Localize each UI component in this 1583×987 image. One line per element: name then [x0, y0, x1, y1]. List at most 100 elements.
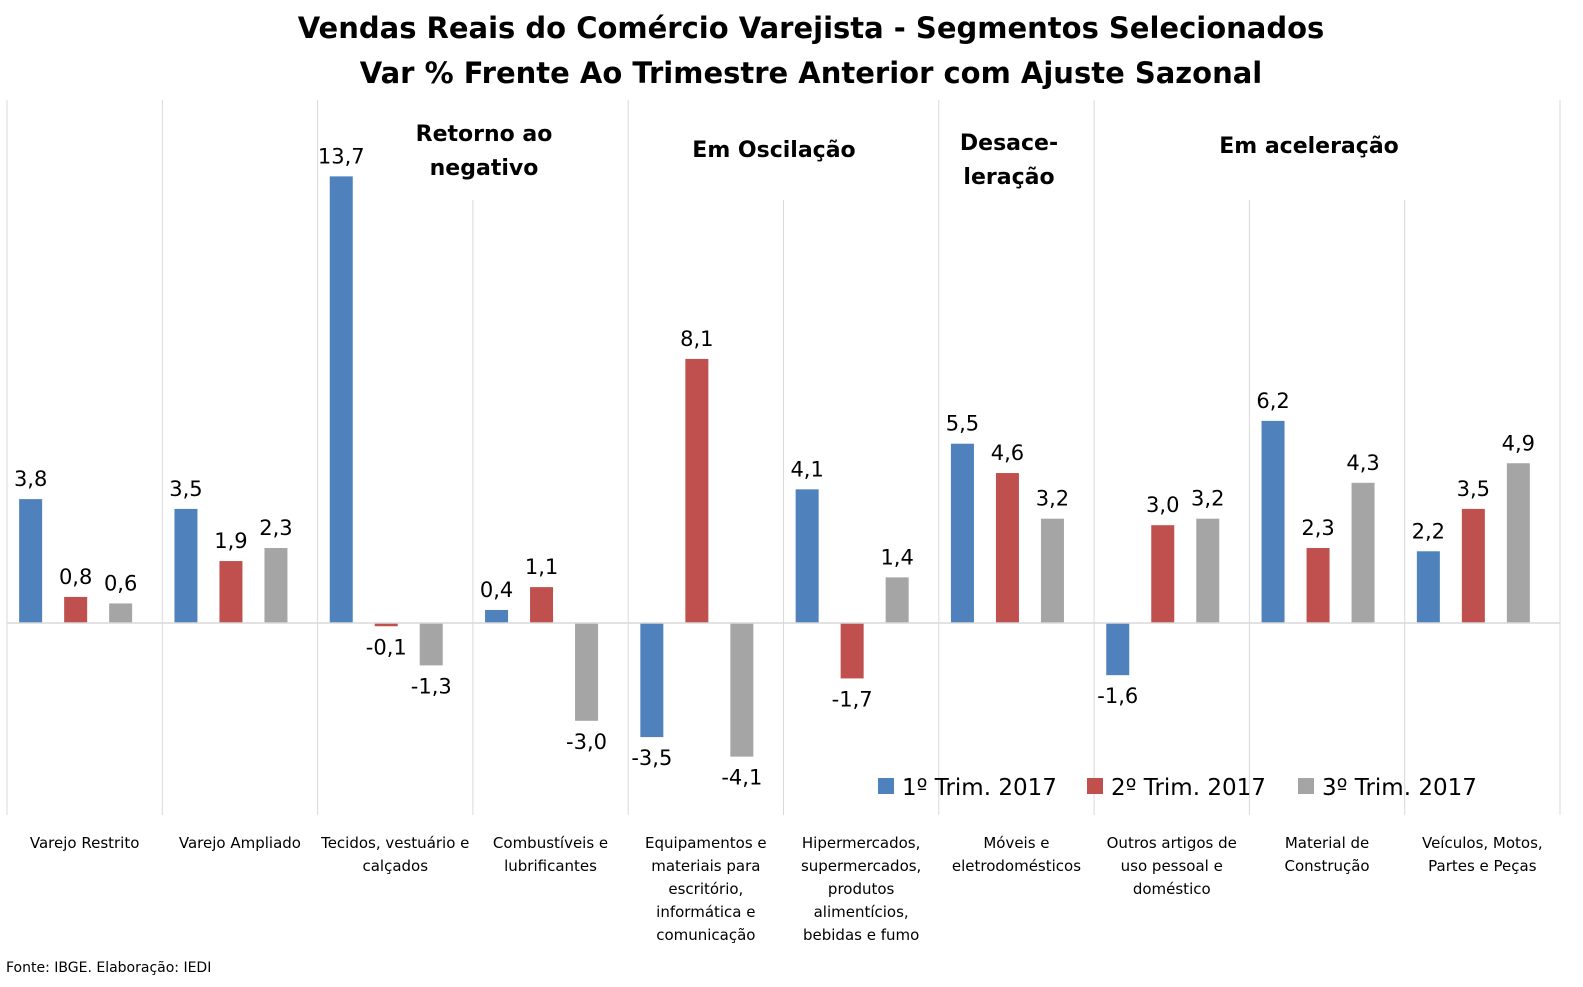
- bar: [1461, 508, 1485, 623]
- bar: [219, 561, 243, 623]
- data-label: 0,8: [59, 565, 92, 589]
- group-label-line: Em Oscilação: [692, 138, 855, 163]
- category-label-line: supermercados,: [801, 857, 921, 875]
- legend-swatch: [1087, 778, 1103, 794]
- bar: [840, 623, 864, 679]
- group-labels: Retorno ao negativo Em Oscilação Desace-ler…: [416, 122, 1399, 190]
- category-label-line: alimentícios,: [814, 903, 909, 921]
- group-label: Em aceleração: [1219, 134, 1399, 159]
- bar: [264, 548, 288, 623]
- bar: [485, 609, 509, 623]
- bar: [950, 443, 974, 623]
- data-label: 4,3: [1346, 451, 1379, 475]
- group-label: Desace-leração: [960, 131, 1058, 190]
- category-label: Combustíveis e lubrificantes: [493, 834, 608, 875]
- group-label: Em Oscilação: [692, 138, 855, 163]
- category-separators: [6, 100, 1561, 815]
- data-label: 4,6: [991, 441, 1024, 465]
- legend: 1º Trim. 2017 2º Trim. 2017 3º Trim. 2017: [878, 775, 1477, 801]
- category-label-line: comunicação: [656, 926, 755, 944]
- data-label: 6,2: [1256, 389, 1289, 413]
- bar: [1040, 518, 1064, 623]
- bar: [109, 603, 133, 623]
- bar: [730, 623, 754, 757]
- group-label-line: negativo: [430, 156, 539, 181]
- bar: [1196, 518, 1220, 623]
- category-label-line: doméstico: [1133, 880, 1211, 898]
- data-label: 2,2: [1412, 519, 1445, 543]
- source-note: Fonte: IBGE. Elaboração: IEDI: [6, 960, 211, 976]
- bar: [885, 577, 909, 623]
- category-label-line: informática e: [656, 903, 755, 921]
- data-label: 5,5: [946, 412, 979, 436]
- bar: [64, 596, 88, 623]
- data-label: -3,5: [631, 746, 672, 770]
- data-label: 3,5: [1457, 477, 1490, 501]
- legend-label: 1º Trim. 2017: [902, 775, 1057, 801]
- category-label-line: Material de: [1285, 834, 1369, 852]
- category-label-line: Equipamentos e: [645, 834, 767, 852]
- chart-title: Vendas Reais do Comércio Varejista - Seg…: [298, 11, 1325, 45]
- bar: [575, 623, 599, 721]
- group-label-line: leração: [963, 165, 1054, 190]
- data-label: 3,0: [1146, 493, 1179, 517]
- data-label: 3,2: [1036, 487, 1069, 511]
- category-label-line: Hipermercados,: [802, 834, 921, 852]
- legend-label: 3º Trim. 2017: [1322, 775, 1477, 801]
- category-label: Equipamentos e materiais para escritório, i…: [645, 834, 767, 944]
- legend-swatch: [1298, 778, 1314, 794]
- group-label-line: Desace-: [960, 131, 1058, 156]
- data-label: 3,8: [14, 467, 47, 491]
- data-label: -3,0: [566, 730, 607, 754]
- data-label: 8,1: [680, 327, 713, 351]
- bar: [1261, 420, 1285, 623]
- category-label-line: Combustíveis e: [493, 834, 608, 852]
- bar: [1306, 548, 1330, 623]
- category-label-line: bebidas e fumo: [803, 926, 919, 944]
- data-label: -0,1: [366, 635, 407, 659]
- category-label: Móveis e eletrodomésticos: [952, 834, 1081, 875]
- legend-swatch: [878, 778, 894, 794]
- category-label-line: lubrificantes: [504, 857, 597, 875]
- category-label-line: Móveis e: [983, 834, 1049, 852]
- data-label: -1,3: [411, 674, 452, 698]
- category-label-line: escritório,: [668, 880, 743, 898]
- data-label: 2,3: [1301, 516, 1334, 540]
- bar: [374, 623, 398, 627]
- category-label-line: calçados: [362, 857, 428, 875]
- data-label: -4,1: [721, 766, 762, 790]
- bar: [329, 176, 353, 623]
- data-label: 13,7: [318, 144, 365, 168]
- category-label-line: Veículos, Motos,: [1422, 834, 1543, 852]
- category-label-line: Construção: [1284, 857, 1369, 875]
- bar: [685, 358, 709, 623]
- data-label: -1,7: [832, 687, 873, 711]
- category-label: Varejo Restrito: [30, 834, 140, 852]
- category-label: Material de Construção: [1284, 834, 1369, 875]
- chart-subtitle: Var % Frente Ao Trimestre Anterior com A…: [360, 56, 1263, 90]
- bar: [1506, 463, 1530, 623]
- category-label-line: Varejo Restrito: [30, 834, 140, 852]
- bar: [1106, 623, 1130, 676]
- data-label: 3,5: [169, 477, 202, 501]
- category-label-line: produtos: [828, 880, 895, 898]
- bar: [19, 499, 43, 623]
- group-label-line: Em aceleração: [1219, 134, 1399, 159]
- category-label-line: Outros artigos de: [1107, 834, 1237, 852]
- legend-label: 2º Trim. 2017: [1111, 775, 1266, 801]
- category-label-line: eletrodomésticos: [952, 857, 1081, 875]
- category-labels: Varejo Restrito Varejo Ampliado Tecidos, v…: [30, 834, 1543, 944]
- bar: [174, 508, 198, 623]
- category-label-line: materiais para: [651, 857, 760, 875]
- data-label: 0,6: [104, 571, 137, 595]
- category-label: Tecidos, vestuário e calçados: [320, 834, 469, 875]
- category-label-line: uso pessoal e: [1121, 857, 1223, 875]
- data-label: -1,6: [1097, 684, 1138, 708]
- data-label: 2,3: [259, 516, 292, 540]
- group-label-line: Retorno ao: [416, 122, 553, 147]
- bar: [995, 473, 1019, 623]
- data-label: 3,2: [1191, 487, 1224, 511]
- data-label: 1,1: [525, 555, 558, 579]
- data-label: 1,9: [214, 529, 247, 553]
